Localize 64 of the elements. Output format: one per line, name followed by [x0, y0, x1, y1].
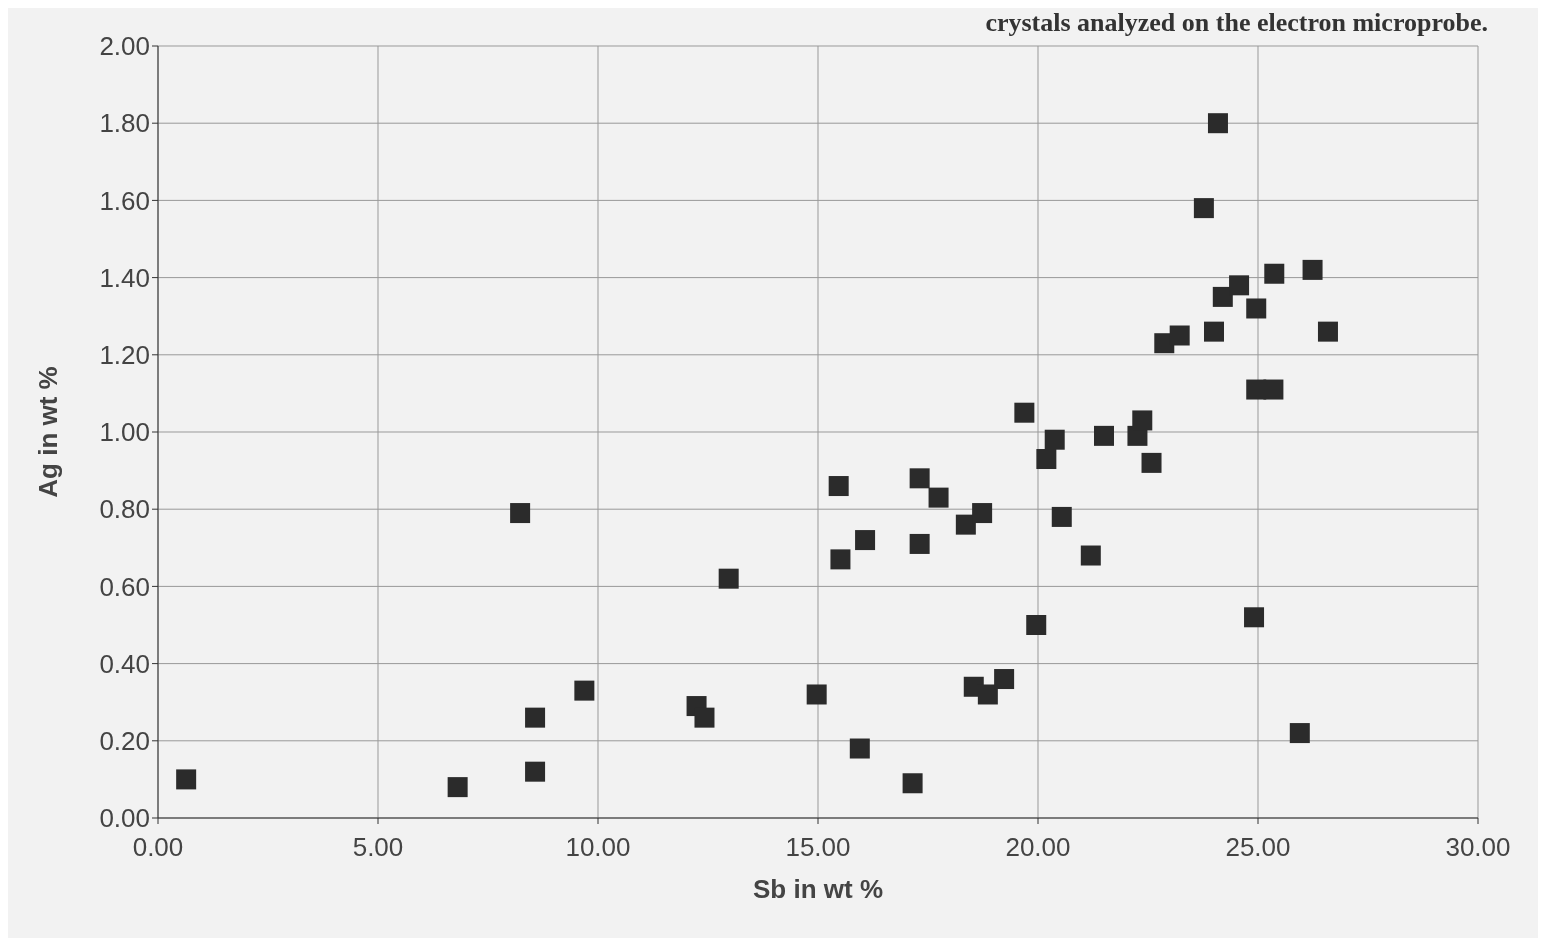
y-tick-label: 1.60	[99, 185, 150, 216]
point	[1212, 286, 1233, 307]
point	[718, 568, 739, 589]
y-tick-label: 2.00	[99, 31, 150, 62]
point	[1036, 449, 1057, 470]
y-tick-label: 0.40	[99, 648, 150, 679]
point	[1094, 425, 1114, 446]
x-tick-label: 25.00	[1225, 832, 1291, 863]
point	[909, 468, 930, 489]
point	[1317, 321, 1338, 342]
y-tick-label: 1.80	[99, 108, 150, 139]
point	[828, 476, 849, 497]
point	[855, 530, 876, 551]
point	[909, 533, 930, 554]
point	[1080, 545, 1101, 566]
point	[955, 514, 976, 535]
point	[525, 707, 546, 728]
y-axis-title: Ag in wt %	[33, 366, 64, 498]
point	[806, 684, 827, 705]
point	[1244, 607, 1265, 628]
point	[1263, 379, 1284, 400]
point	[525, 761, 546, 782]
y-tick-label: 0.60	[99, 571, 150, 602]
point	[176, 769, 197, 790]
point	[1014, 402, 1035, 423]
point	[1264, 263, 1285, 284]
point	[1229, 275, 1250, 296]
point	[1193, 198, 1214, 219]
point	[977, 684, 998, 705]
point	[1132, 410, 1153, 431]
chart-title: crystals analyzed on the electron microprobe.	[985, 8, 1488, 38]
point	[1169, 325, 1190, 346]
point	[1246, 298, 1267, 319]
point	[1051, 506, 1072, 527]
y-tick-label: 0.20	[99, 726, 150, 757]
x-tick-label: 20.00	[1005, 832, 1071, 863]
point	[902, 773, 923, 794]
x-tick-label: 0.00	[132, 832, 184, 863]
x-axis-title: Sb in wt %	[753, 874, 883, 904]
point	[1207, 113, 1228, 134]
point	[447, 777, 468, 798]
y-tick-label: 1.40	[99, 262, 150, 293]
point	[994, 669, 1015, 690]
y-tick-label: 1.00	[99, 417, 150, 448]
y-tick-label: 0.00	[99, 803, 150, 834]
point	[574, 680, 595, 701]
point	[1302, 259, 1323, 280]
point	[510, 503, 531, 524]
x-tick-label: 30.00	[1445, 832, 1511, 863]
y-tick-label: 1.20	[99, 340, 150, 371]
point	[1026, 615, 1047, 635]
point	[1204, 321, 1224, 342]
point	[694, 707, 715, 728]
point	[849, 738, 870, 759]
y-tick-label: 0.80	[99, 494, 150, 525]
point	[972, 503, 993, 524]
x-tick-label: 15.00	[785, 832, 851, 863]
point	[1044, 429, 1065, 450]
point	[1289, 723, 1310, 744]
point	[928, 487, 949, 508]
point	[1141, 452, 1162, 473]
x-tick-label: 10.00	[565, 832, 631, 863]
point	[830, 549, 851, 570]
x-tick-label: 5.00	[352, 832, 404, 863]
